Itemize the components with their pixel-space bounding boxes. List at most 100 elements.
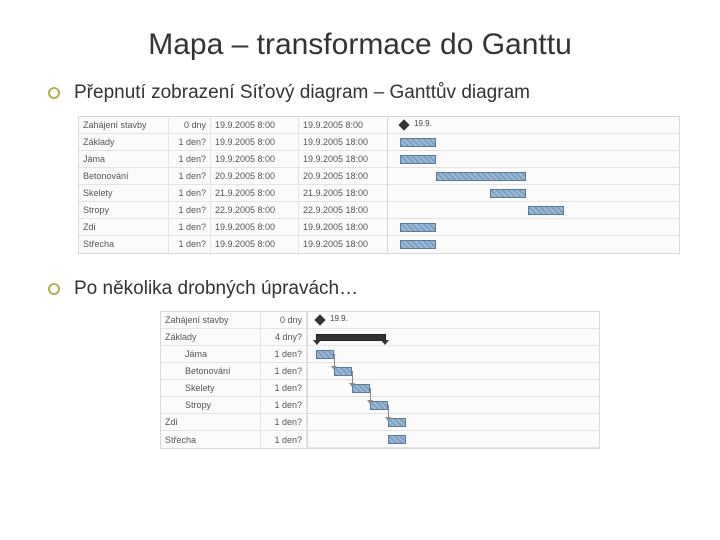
task-duration: 1 den?	[169, 134, 211, 150]
task-start: 21.9.2005 8:00	[211, 185, 299, 201]
gantt-before: Zahájení stavby0 dny19.9.2005 8:0019.9.2…	[78, 116, 680, 254]
gantt-bar	[400, 138, 436, 147]
summary-bar	[316, 334, 386, 341]
table-row: Jáma1 den?	[161, 346, 307, 363]
task-name: Zahájení stavby	[79, 117, 169, 133]
task-duration: 1 den?	[169, 151, 211, 167]
gantt-after-table: Zahájení stavby0 dnyZáklady4 dny?Jáma1 d…	[161, 312, 308, 448]
gantt-bar	[388, 435, 406, 444]
task-name: Střecha	[161, 431, 261, 448]
task-name: Zdi	[79, 219, 169, 235]
task-end: 19.9.2005 8:00	[299, 117, 387, 133]
table-row: Zahájení stavby0 dny19.9.2005 8:0019.9.2…	[79, 117, 387, 134]
gantt-bar	[400, 223, 436, 232]
chart-row	[388, 236, 679, 253]
task-name: Zahájení stavby	[161, 312, 261, 328]
task-name: Zdi	[161, 414, 261, 430]
task-duration: 1 den?	[261, 346, 307, 362]
chart-row	[388, 219, 679, 236]
task-duration: 1 den?	[169, 202, 211, 218]
gantt-after-chart: 19.9.	[308, 312, 599, 448]
task-name: Betonování	[161, 363, 261, 379]
chart-row	[308, 414, 599, 431]
task-end: 19.9.2005 18:00	[299, 134, 387, 150]
table-row: Střecha1 den?19.9.2005 8:0019.9.2005 18:…	[79, 236, 387, 253]
task-duration: 1 den?	[261, 363, 307, 379]
arrow-icon	[367, 400, 373, 404]
task-duration: 1 den?	[261, 397, 307, 413]
slide-title: Mapa – transformace do Ganttu	[0, 0, 720, 80]
table-row: Stropy1 den?22.9.2005 8:0022.9.2005 18:0…	[79, 202, 387, 219]
task-duration: 1 den?	[261, 380, 307, 396]
task-name: Jáma	[79, 151, 169, 167]
chart-row	[388, 134, 679, 151]
chart-row	[388, 185, 679, 202]
task-name: Skelety	[161, 380, 261, 396]
table-row: Betonování1 den?	[161, 363, 307, 380]
task-duration: 1 den?	[169, 236, 211, 253]
chart-row	[388, 151, 679, 168]
task-name: Betonování	[79, 168, 169, 184]
milestone-icon	[314, 315, 325, 326]
table-row: Betonování1 den?20.9.2005 8:0020.9.2005 …	[79, 168, 387, 185]
gantt-bar	[436, 172, 526, 181]
bullet-marker-icon	[48, 87, 60, 99]
table-row: Střecha1 den?	[161, 431, 307, 448]
task-end: 20.9.2005 18:00	[299, 168, 387, 184]
task-end: 19.9.2005 18:00	[299, 151, 387, 167]
task-duration: 1 den?	[169, 168, 211, 184]
bullet-2-text: Po několika drobných úpravách…	[74, 276, 358, 302]
task-start: 22.9.2005 8:00	[211, 202, 299, 218]
bullet-1-text: Přepnutí zobrazení Síťový diagram – Gant…	[74, 80, 530, 106]
table-row: Základy4 dny?	[161, 329, 307, 346]
milestone-icon	[398, 119, 409, 130]
chart-row	[388, 168, 679, 185]
chart-row: 19.9.	[388, 117, 679, 134]
gantt-bar	[490, 189, 526, 198]
task-duration: 1 den?	[169, 185, 211, 201]
table-row: Stropy1 den?	[161, 397, 307, 414]
arrow-icon	[331, 366, 337, 370]
task-start: 19.9.2005 8:00	[211, 151, 299, 167]
task-start: 19.9.2005 8:00	[211, 117, 299, 133]
table-row: Jáma1 den?19.9.2005 8:0019.9.2005 18:00	[79, 151, 387, 168]
chart-row	[388, 202, 679, 219]
task-duration: 0 dny	[169, 117, 211, 133]
task-end: 19.9.2005 18:00	[299, 236, 387, 253]
milestone-label: 19.9.	[330, 314, 348, 323]
gantt-bar	[316, 350, 334, 359]
task-name: Základy	[79, 134, 169, 150]
task-duration: 0 dny	[261, 312, 307, 328]
task-duration: 1 den?	[261, 431, 307, 448]
task-end: 22.9.2005 18:00	[299, 202, 387, 218]
task-start: 19.9.2005 8:00	[211, 236, 299, 253]
gantt-bar	[400, 240, 436, 249]
table-row: Zdi1 den?	[161, 414, 307, 431]
task-start: 19.9.2005 8:00	[211, 219, 299, 235]
arrow-icon	[349, 383, 355, 387]
chart-row	[308, 329, 599, 346]
table-row: Skelety1 den?	[161, 380, 307, 397]
task-duration: 4 dny?	[261, 329, 307, 345]
task-end: 19.9.2005 18:00	[299, 219, 387, 235]
task-name: Skelety	[79, 185, 169, 201]
gantt-after: Zahájení stavby0 dnyZáklady4 dny?Jáma1 d…	[160, 311, 600, 449]
gantt-before-chart: 19.9.	[388, 117, 679, 253]
chart-row	[308, 346, 599, 363]
task-name: Střecha	[79, 236, 169, 253]
table-row: Skelety1 den?21.9.2005 8:0021.9.2005 18:…	[79, 185, 387, 202]
chart-row	[308, 431, 599, 448]
gantt-bar	[400, 155, 436, 164]
chart-row	[308, 397, 599, 414]
task-name: Stropy	[161, 397, 261, 413]
task-start: 19.9.2005 8:00	[211, 134, 299, 150]
task-end: 21.9.2005 18:00	[299, 185, 387, 201]
task-name: Jáma	[161, 346, 261, 362]
task-duration: 1 den?	[261, 414, 307, 430]
table-row: Zahájení stavby0 dny	[161, 312, 307, 329]
task-name: Stropy	[79, 202, 169, 218]
bullet-2: Po několika drobných úpravách…	[0, 276, 720, 302]
gantt-before-table: Zahájení stavby0 dny19.9.2005 8:0019.9.2…	[79, 117, 388, 253]
task-name: Základy	[161, 329, 261, 345]
bullet-1: Přepnutí zobrazení Síťový diagram – Gant…	[0, 80, 720, 106]
